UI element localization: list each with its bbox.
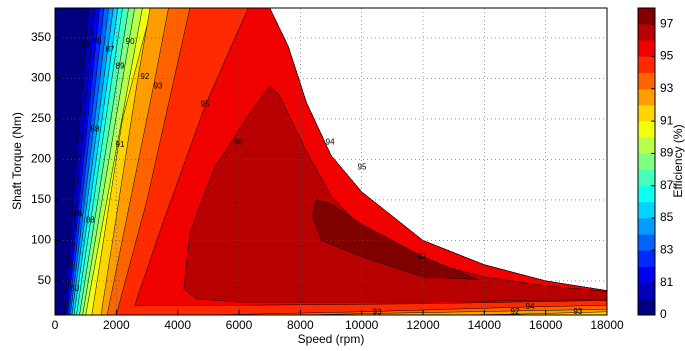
colorbar-band [638,56,655,73]
colorbar-tick-label: 87 [660,178,674,192]
contour-label: 92 [140,72,149,81]
y-tick-label: 350 [31,30,51,44]
colorbar-band [638,8,655,25]
contour-label: 93 [373,308,382,317]
contour-label: 87 [105,45,114,54]
y-tick-label: 200 [31,152,51,166]
colorbar-band [638,121,655,138]
contour-label: 95 [201,100,210,109]
x-tick-label: 2000 [103,318,130,332]
contour-label: 86 [74,210,83,219]
colorbar-tick-label: 85 [660,210,674,224]
x-tick-label: 14000 [468,318,502,332]
colorbar-border [637,7,656,316]
colorbar-band [638,234,655,251]
x-axis-label: Speed (rpm) [298,332,365,346]
x-tick-label: 0 [52,318,59,332]
contour-label: 93 [573,307,582,316]
y-tick-label: 50 [38,273,52,287]
colorbar-band [638,40,655,57]
colorbar-tick-label: 81 [660,275,674,289]
y-tick-label: 250 [31,111,51,125]
colorbar-tick-label: 91 [660,113,674,127]
contour-label: 94 [526,302,535,311]
colorbar-tick-label: 0 [660,307,667,321]
colorbar-tick-label: 89 [660,146,674,160]
contour-label: 95 [358,163,367,172]
contour-label: 80 [70,284,79,293]
colorbar-band [638,218,655,235]
colorbar-band [638,282,655,300]
x-tick-label: 8000 [287,318,314,332]
colorbar-band [638,88,655,106]
contour-label: 97 [418,252,427,261]
colorbar-band [638,185,655,203]
y-tick-label: 100 [31,233,51,247]
contour-label: 89 [116,61,125,70]
colorbar-band [638,153,655,170]
contour-label: 91 [116,140,125,149]
contour-label: 92 [511,307,520,316]
contour-region [312,199,479,280]
colorbar-band [638,104,655,122]
contour-label: 90 [126,37,135,46]
x-tick-label: 16000 [529,318,563,332]
colorbar-band [638,250,655,267]
x-tick-label: 6000 [226,318,253,332]
colorbar-band [638,24,655,41]
plot-border [54,7,608,316]
contour-label: 96 [234,138,243,147]
colorbar-tick-label: 95 [660,49,674,63]
colorbar-label: Efficiency (%) [671,124,685,197]
colorbar-band [638,201,655,219]
colorbar-tick-label: 83 [660,243,674,257]
contour-label: 83 [81,40,90,49]
contour-label: 88 [90,125,99,134]
colorbar-band [638,298,655,316]
colorbar-tick-label: 93 [660,81,674,95]
plot [55,8,607,315]
x-tick-label: 4000 [164,318,191,332]
x-tick-label: 12000 [406,318,440,332]
colorbar-band [638,137,655,154]
contour-label: 94 [326,138,335,147]
colorbar-band [638,169,655,187]
colorbar-band [638,72,655,90]
y-tick-label: 300 [31,71,51,85]
x-tick-label: 18000 [590,318,624,332]
contour-label: 85 [93,37,102,46]
x-tick-label: 10000 [345,318,379,332]
colorbar-band [638,266,655,283]
y-tick-label: 150 [31,192,51,206]
contour-label: 88 [86,215,95,224]
y-axis-label: Shaft Torque (Nm) [10,112,24,210]
colorbar-tick-label: 97 [660,16,674,30]
contour-label: 93 [154,82,163,91]
